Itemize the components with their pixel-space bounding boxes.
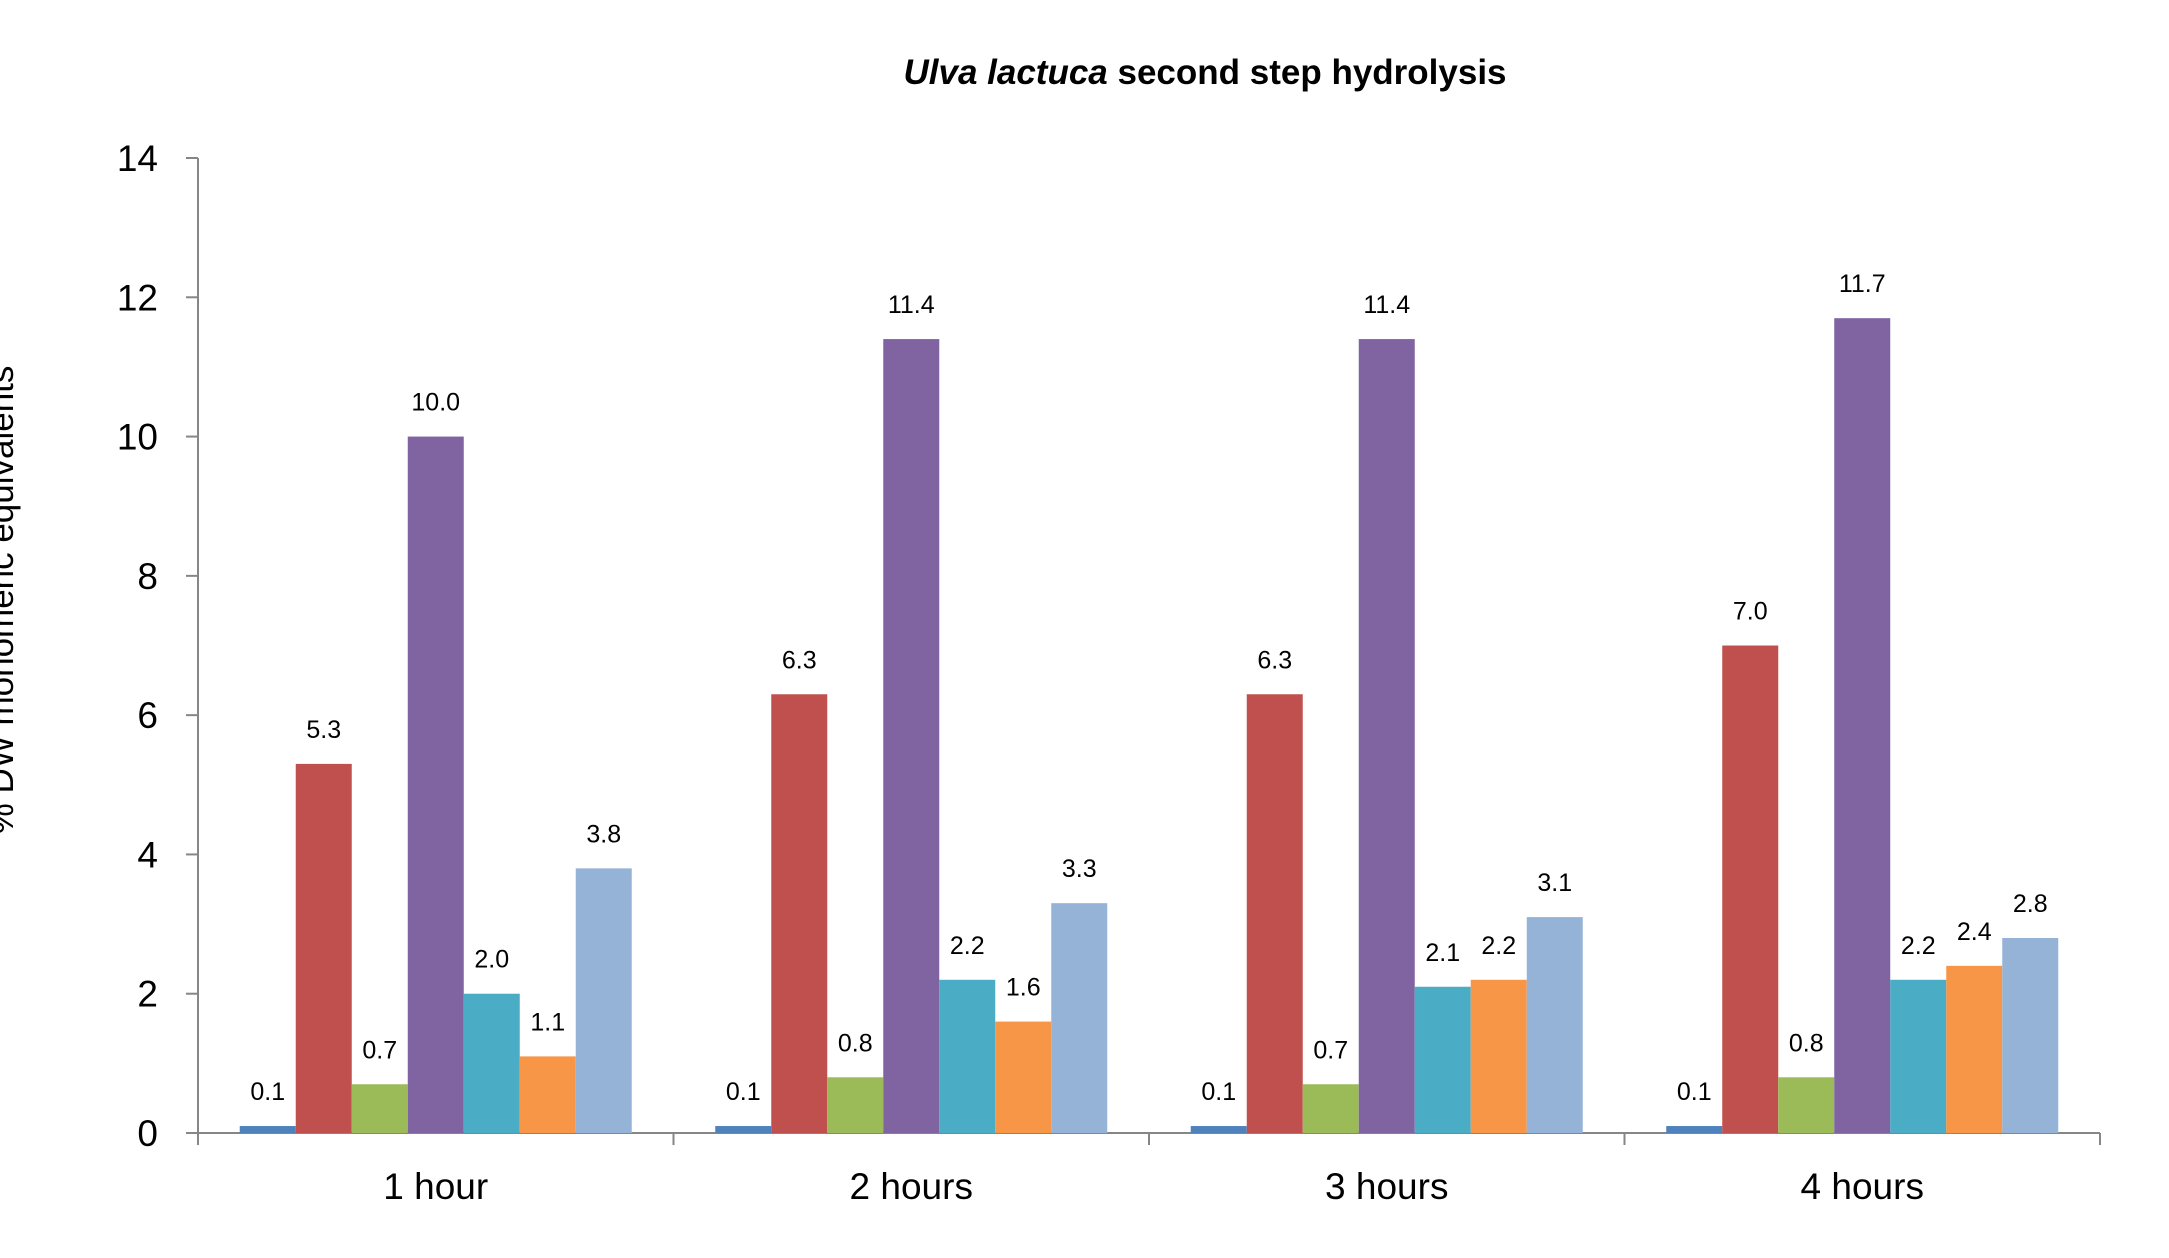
bar (1526, 917, 1583, 1133)
chart-title: Ulva lactuca second step hydrolysis (903, 53, 1506, 92)
data-label: 6.3 (782, 646, 817, 674)
data-label: 2.2 (950, 932, 985, 960)
data-label: 5.3 (306, 716, 341, 744)
bar (463, 993, 520, 1133)
y-axis: 0 2 4 6 8 10 12 14 (117, 138, 199, 1154)
chart-title-italic: Ulva lactuca (903, 53, 1107, 92)
data-label: 0.8 (838, 1029, 873, 1057)
x-tick-label: 1 hour (383, 1166, 488, 1207)
y-tick-label: 4 (137, 834, 158, 875)
data-label: 0.7 (1313, 1036, 1348, 1064)
bar (995, 1021, 1052, 1133)
data-label: 1.1 (530, 1008, 565, 1036)
bar (1666, 1126, 1723, 1133)
x-tick-label: 4 hours (1801, 1166, 1924, 1207)
bar (1890, 979, 1947, 1133)
bar (827, 1077, 884, 1133)
bar (883, 339, 940, 1134)
x-tick-label: 3 hours (1325, 1166, 1448, 1207)
bar (771, 694, 828, 1133)
bar (351, 1084, 408, 1133)
y-axis-label: % DW monomeric equivalents (0, 366, 21, 835)
bar (1051, 903, 1108, 1133)
x-tick-label: 2 hours (850, 1166, 973, 1207)
data-labels: 0.1 5.3 0.7 10.0 2.0 1.1 3.8 0.1 6.3 0.8 11.4 2.2 1.… (250, 270, 2047, 1106)
bar (1778, 1077, 1835, 1133)
data-label: 2.8 (2013, 890, 2048, 918)
y-tick-label: 8 (137, 556, 158, 597)
x-axis: 1 hour 2 hours 3 hours 4 hours (197, 1132, 2101, 1207)
bars (239, 318, 2059, 1134)
bar (239, 1126, 296, 1133)
data-label: 0.8 (1789, 1029, 1824, 1057)
bar (1246, 694, 1303, 1133)
data-label: 0.1 (250, 1078, 285, 1106)
bar (295, 763, 352, 1133)
bar (1722, 645, 1779, 1133)
bar (715, 1126, 772, 1133)
data-label: 0.1 (1677, 1078, 1712, 1106)
bar (2002, 938, 2059, 1133)
data-label: 2.0 (474, 946, 509, 974)
chart-title-rest: second step hydrolysis (1108, 53, 1507, 92)
data-label: 0.1 (1201, 1078, 1236, 1106)
bar (1946, 965, 2003, 1133)
bar (1302, 1084, 1359, 1133)
data-label: 0.1 (726, 1078, 761, 1106)
data-label: 0.7 (362, 1036, 397, 1064)
data-label: 10.0 (411, 389, 460, 417)
data-label: 6.3 (1257, 646, 1292, 674)
data-label: 3.1 (1537, 869, 1572, 897)
y-tick-label: 14 (117, 138, 158, 179)
bar (1470, 979, 1527, 1133)
data-label: 3.3 (1062, 855, 1097, 883)
bar (575, 868, 632, 1133)
bar (1358, 339, 1415, 1134)
bar (1190, 1126, 1247, 1133)
data-label: 2.1 (1425, 939, 1460, 967)
bar (519, 1056, 576, 1133)
bar (1834, 318, 1891, 1133)
y-tick-label: 2 (137, 974, 158, 1015)
data-label: 2.4 (1957, 918, 1992, 946)
data-label: 3.8 (586, 820, 621, 848)
y-tick-label: 0 (137, 1113, 158, 1154)
data-label: 1.6 (1006, 974, 1041, 1002)
y-tick-label: 10 (117, 417, 158, 458)
bar (939, 979, 996, 1133)
data-label: 11.7 (1839, 270, 1886, 298)
data-label: 2.2 (1481, 932, 1516, 960)
y-tick-label: 12 (117, 277, 158, 318)
data-label: 2.2 (1901, 932, 1936, 960)
data-label: 11.4 (888, 291, 935, 319)
data-label: 11.4 (1363, 291, 1410, 319)
bar (1414, 986, 1471, 1133)
data-label: 7.0 (1733, 598, 1768, 626)
bar (407, 436, 464, 1134)
y-tick-label: 6 (137, 695, 158, 736)
